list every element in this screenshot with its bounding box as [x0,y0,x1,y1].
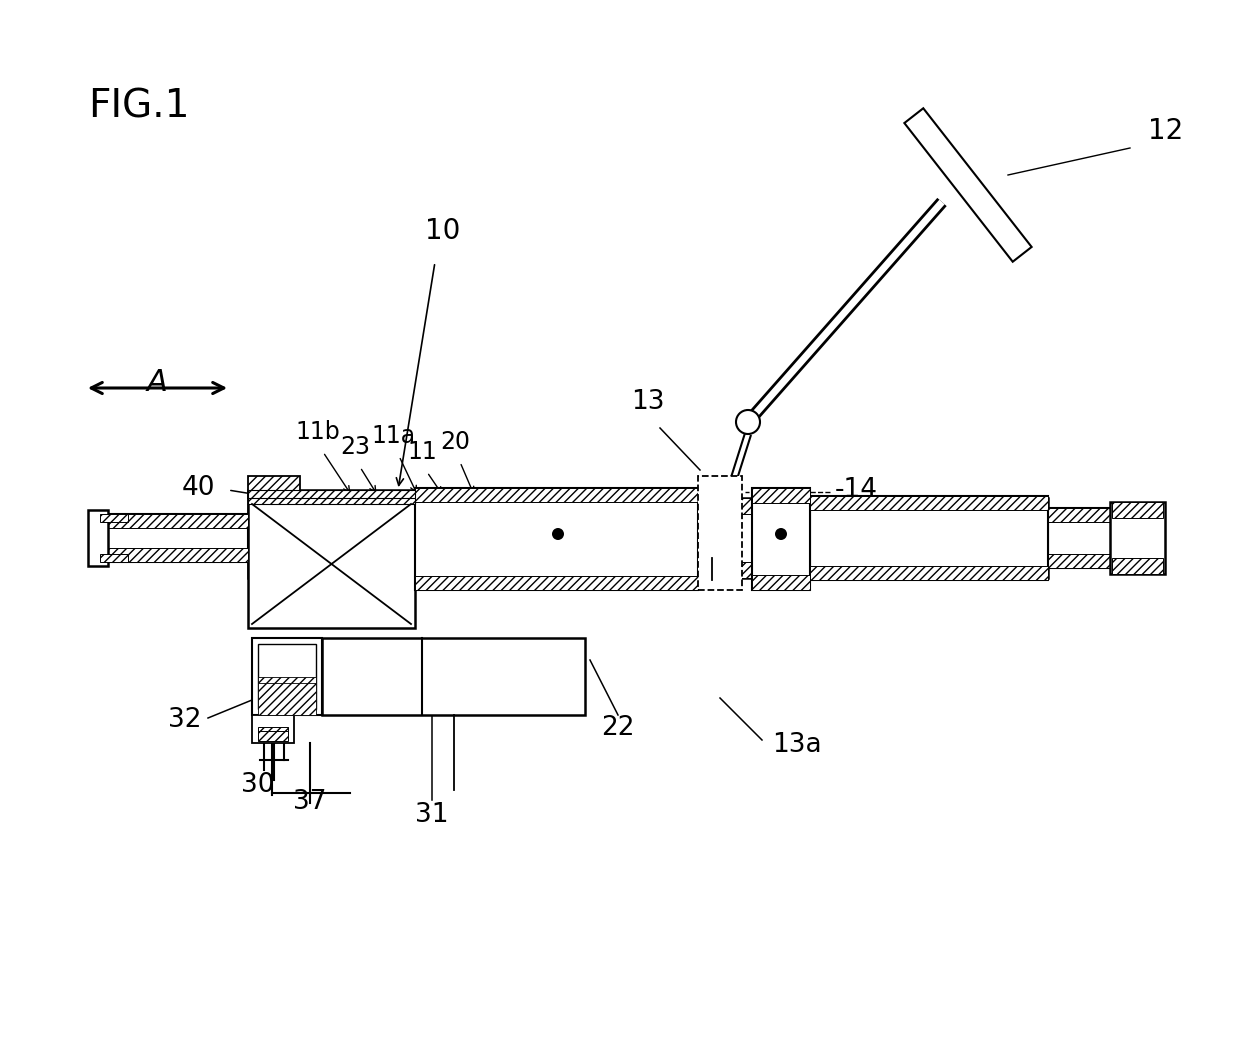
Bar [248,490,415,498]
Text: 10: 10 [425,217,460,245]
Polygon shape [904,108,1032,262]
Bar [322,638,585,715]
Bar [1048,508,1166,568]
Bar [248,498,1048,578]
Text: FIG.1: FIG.1 [88,88,190,126]
Bar [751,488,810,590]
Text: 37: 37 [293,789,327,815]
Bar [100,514,128,522]
Bar [258,731,288,741]
Bar [810,567,1048,580]
Text: 40: 40 [181,475,215,501]
Bar [100,554,128,562]
Bar [248,476,300,498]
Bar [415,576,698,590]
Text: 22: 22 [601,715,635,741]
Bar [1112,502,1163,518]
Bar [415,488,698,502]
Circle shape [552,528,564,540]
Bar [98,514,248,528]
Circle shape [737,410,760,434]
Bar [810,496,1048,510]
Bar [1048,508,1166,522]
Bar [252,638,322,715]
Bar [751,575,810,590]
Text: M: M [360,662,384,691]
Text: 13a: 13a [773,732,822,758]
Text: 11a: 11a [372,424,417,448]
Text: 23: 23 [340,435,370,459]
Bar [98,548,248,562]
Text: 32: 32 [169,707,202,733]
Bar [248,490,415,504]
Bar [698,476,742,590]
Text: -14: -14 [835,477,878,503]
Bar [1110,502,1166,574]
Bar [258,644,316,709]
Circle shape [701,537,723,559]
Text: 11: 11 [407,440,436,464]
Bar [248,490,415,628]
Circle shape [775,528,787,540]
Text: 11b: 11b [295,420,340,444]
Bar [252,715,294,743]
Text: 30: 30 [242,772,275,798]
Bar [1048,554,1166,568]
Bar [98,514,248,562]
Text: ECU: ECU [475,662,532,691]
Bar [751,488,810,503]
Text: A: A [146,367,167,397]
Text: 13: 13 [631,389,665,415]
Text: 12: 12 [1148,117,1183,145]
Bar [258,683,316,715]
Text: 31: 31 [415,802,449,828]
Bar [248,498,1048,514]
Bar [258,677,316,709]
Bar [248,562,1048,578]
Bar [258,727,288,737]
Bar [88,510,108,567]
Bar [1112,558,1163,574]
Bar [415,488,698,590]
Bar [810,496,1048,580]
Text: 20: 20 [440,430,470,454]
